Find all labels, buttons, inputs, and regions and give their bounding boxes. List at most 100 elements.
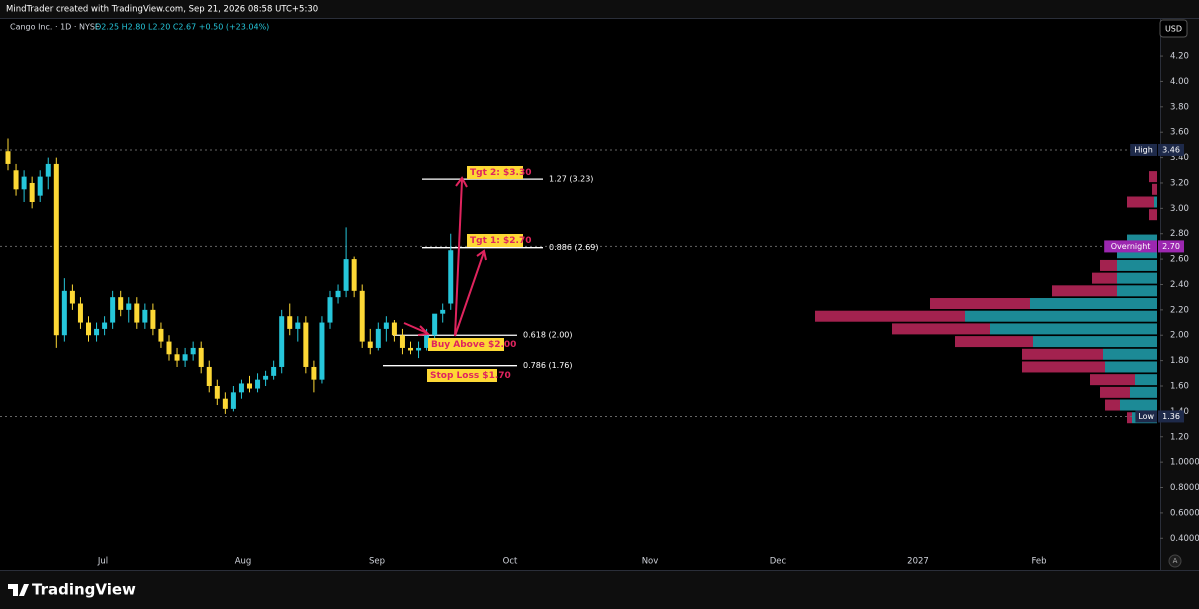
- candle-body: [343, 259, 349, 291]
- price-marker-value-box: [1158, 240, 1184, 253]
- y-tick-label: 2.40: [1170, 280, 1189, 290]
- candle-body: [150, 309, 156, 329]
- candle-body: [134, 303, 140, 323]
- volume-profile-bar: [1120, 399, 1157, 411]
- candle-body: [45, 163, 51, 177]
- candle-body: [198, 347, 204, 367]
- price-marker-tag: [1130, 143, 1157, 156]
- annotation-box: [428, 338, 504, 351]
- x-tick-label: Jul: [97, 557, 108, 567]
- arrow-head: [417, 325, 431, 336]
- candle-body: [319, 322, 325, 380]
- volume-profile-bar: [1022, 361, 1105, 373]
- volume-profile-bar: [1135, 374, 1157, 386]
- price-marker-value: 1.36: [1162, 412, 1180, 421]
- volume-profile-bar: [1090, 374, 1135, 386]
- annotation: Tgt 1: $2.70: [470, 236, 531, 246]
- x-tick-label: Sep: [369, 557, 385, 567]
- candle-body: [399, 335, 405, 348]
- candle-body: [416, 347, 422, 351]
- currency[interactable]: USD: [1165, 25, 1182, 34]
- candle-body: [230, 392, 236, 409]
- candle-body: [303, 322, 309, 367]
- y-tick-label: 0.8000: [1170, 483, 1199, 493]
- candle-body: [448, 250, 454, 304]
- candle-body: [238, 383, 244, 393]
- fib-label: 0.786 (1.76): [523, 361, 573, 370]
- candle-body: [255, 379, 261, 389]
- candle-body: [182, 354, 188, 361]
- price-marker-label: High: [1134, 145, 1152, 154]
- auto-scale-button[interactable]: [1168, 554, 1182, 568]
- annotation-box: [467, 166, 523, 179]
- candle-body: [166, 341, 172, 355]
- annotation-box: [467, 234, 523, 247]
- auto-scale-label[interactable]: A: [1173, 557, 1178, 565]
- candle-body: [13, 170, 19, 190]
- symbol: Cango Inc. · 1D · NYSE: [10, 23, 100, 32]
- fib-label: 1.27 (3.23): [549, 175, 593, 184]
- candle-body: [311, 366, 317, 380]
- volume-profile-bar: [1030, 298, 1157, 310]
- candle-body: [247, 383, 252, 389]
- logo-icon: [8, 584, 29, 596]
- volume-profile-bar: [930, 298, 1030, 310]
- logo-text: TradingView: [32, 581, 136, 599]
- candle-body: [21, 176, 27, 190]
- candle-body: [69, 290, 75, 304]
- volume-profile-bar: [1100, 386, 1130, 398]
- volume-profile-bar: [815, 310, 965, 322]
- arrows: [403, 176, 487, 337]
- volume-profile-bar: [1127, 412, 1132, 424]
- volume-profile-bar: [990, 323, 1157, 335]
- currency-button[interactable]: [1159, 19, 1188, 38]
- volume-profile-bar: [1117, 272, 1157, 284]
- y-tick-label: 2.20: [1170, 305, 1189, 315]
- y-tick-label: 1.0000: [1170, 458, 1199, 468]
- y-tick-label: 2.60: [1170, 255, 1189, 265]
- arrow: [454, 179, 463, 337]
- volume-profile-bar: [1092, 272, 1117, 284]
- y-tick-label: 4.00: [1170, 77, 1189, 87]
- candle-body: [5, 151, 11, 164]
- annotation: Buy Above $2.00: [431, 340, 516, 350]
- price-marker-label: Low: [1138, 412, 1154, 421]
- volume-profile-bar: [1149, 209, 1157, 221]
- price-marker-label: Overnight: [1111, 242, 1151, 251]
- candle-body: [335, 290, 341, 298]
- candle-body: [440, 309, 446, 314]
- arrow-head: [455, 176, 468, 188]
- candle-body: [279, 316, 285, 367]
- fib-label: 0.886 (2.69): [549, 243, 599, 252]
- candle-body: [383, 322, 389, 329]
- candle-body: [214, 386, 220, 399]
- candle-body: [359, 290, 365, 342]
- y-tick-label: 2.80: [1170, 229, 1189, 239]
- candle-body: [102, 322, 108, 329]
- volume-profile-bar: [1100, 259, 1117, 271]
- candle-body: [432, 313, 438, 336]
- volume-profile-bar: [965, 310, 1157, 322]
- annotation: Stop Loss $1.70: [430, 371, 511, 381]
- volume-profile-bar: [1154, 196, 1157, 208]
- candle-body: [424, 335, 430, 348]
- volume-profile-bar: [1149, 171, 1157, 183]
- price-marker-tag: [1135, 410, 1157, 423]
- price-marker-value: 3.46: [1162, 145, 1180, 154]
- candle-body: [206, 366, 212, 386]
- y-tick-label: 2.00: [1170, 331, 1189, 341]
- y-tick-label: 1.80: [1170, 356, 1189, 366]
- candle-body: [174, 354, 180, 361]
- arrow: [454, 251, 485, 337]
- volume-profile-bar: [1117, 259, 1157, 271]
- candle-body: [142, 309, 148, 323]
- y-tick-label: 4.20: [1170, 52, 1189, 62]
- volume-profile-bar: [955, 336, 1033, 348]
- annotation: Tgt 2: $3.30: [470, 168, 531, 178]
- candle-body: [37, 176, 43, 196]
- candle-body: [190, 347, 196, 355]
- volume-profile-bar: [1127, 234, 1157, 246]
- volume-profile-bar: [1105, 399, 1120, 411]
